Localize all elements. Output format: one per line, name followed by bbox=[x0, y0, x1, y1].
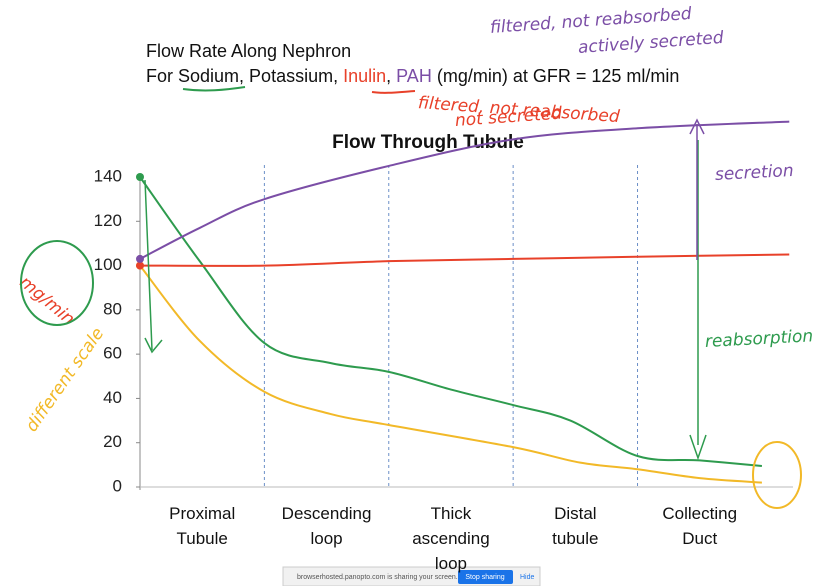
share-message: browserhosted.panopto.com is sharing you… bbox=[297, 574, 458, 581]
handwritten-note: secretion bbox=[714, 161, 794, 185]
handwritten-note: different scale bbox=[22, 324, 109, 436]
stop-button[interactable] bbox=[458, 570, 513, 584]
subtitle-part: , bbox=[386, 66, 396, 86]
series-line bbox=[139, 120, 790, 260]
series-start-point bbox=[136, 173, 144, 181]
series-start-point bbox=[136, 254, 144, 263]
y-tick-label: 20 bbox=[103, 432, 122, 451]
hand-arrow bbox=[689, 118, 705, 260]
handwritten-note: reabsorption bbox=[704, 326, 813, 352]
hand-circle bbox=[20, 240, 94, 326]
x-category-label: Proximal Tubule bbox=[169, 504, 235, 548]
handwritten-note: actively secreted bbox=[577, 28, 724, 58]
x-category-label: Thick ascending loop bbox=[412, 504, 490, 573]
y-tick-label: 80 bbox=[103, 299, 122, 318]
hide-link[interactable]: Hide bbox=[520, 574, 535, 581]
slide-title: Flow Rate Along Nephron bbox=[146, 41, 351, 61]
slide-subtitle: For Sodium, Potassium, Inulin, PAH (mg/m… bbox=[146, 66, 679, 86]
x-category-label: Descending loop bbox=[282, 504, 372, 548]
series-line bbox=[139, 176, 762, 467]
share-bar: browserhosted.panopto.com is sharing you… bbox=[282, 566, 541, 586]
subtitle-part: For bbox=[146, 66, 178, 86]
y-tick-label: 140 bbox=[94, 166, 122, 185]
x-category-label: Collecting Duct bbox=[662, 504, 737, 548]
hand-underline bbox=[182, 86, 246, 92]
y-tick-label: 60 bbox=[103, 344, 122, 363]
hand-arrow bbox=[144, 179, 163, 354]
subtitle-part: PAH bbox=[396, 66, 432, 86]
series-line bbox=[139, 264, 762, 484]
subtitle-part: , Potassium, bbox=[239, 66, 343, 86]
chart-title: Flow Through Tubule bbox=[332, 132, 524, 153]
subtitle-part: Inulin bbox=[343, 66, 386, 86]
y-tick-label: 100 bbox=[94, 255, 122, 274]
series-start-point bbox=[136, 261, 144, 270]
subtitle-part: (mg/min) at GFR = 125 ml/min bbox=[432, 66, 680, 86]
hand-underline bbox=[371, 90, 416, 94]
y-tick-label: 0 bbox=[113, 476, 122, 495]
hand-arrow bbox=[689, 140, 707, 461]
hand-circle bbox=[752, 441, 802, 509]
series-line bbox=[139, 253, 790, 267]
subtitle-part: Sodium bbox=[178, 66, 239, 86]
y-tick-label: 120 bbox=[94, 211, 122, 230]
x-category-label: Distal tubule bbox=[552, 504, 598, 548]
y-tick-label: 40 bbox=[103, 388, 122, 407]
stop-label[interactable]: Stop sharing bbox=[465, 574, 504, 581]
